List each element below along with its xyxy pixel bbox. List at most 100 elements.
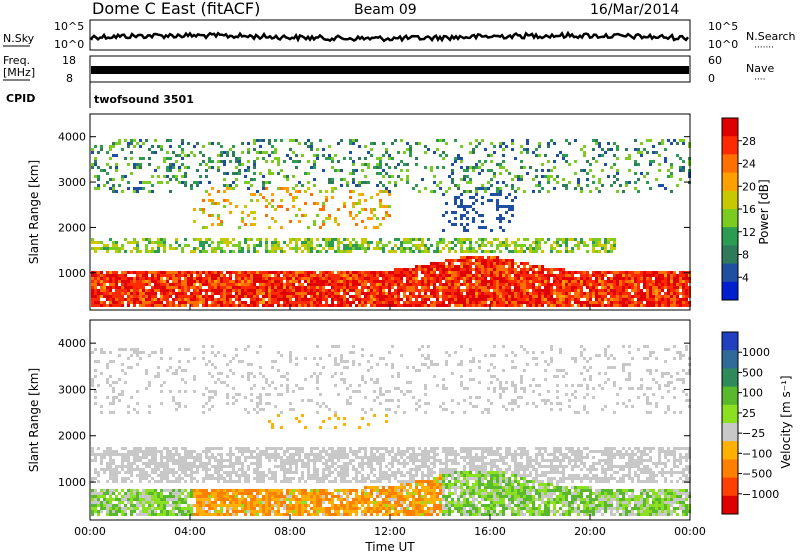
heatmap-cell: [505, 247, 508, 250]
heatmap-cell: [373, 208, 376, 211]
heatmap-cell: [208, 360, 211, 363]
heatmap-cell: [184, 369, 187, 372]
heatmap-cell: [91, 510, 94, 513]
heatmap-cell: [331, 289, 334, 292]
heatmap-cell: [118, 289, 121, 292]
heatmap-cell: [235, 292, 238, 295]
heatmap-cell: [145, 453, 148, 456]
heatmap-cell: [520, 151, 523, 154]
heatmap-cell: [289, 274, 292, 277]
heatmap-cell: [157, 492, 160, 495]
heatmap-cell: [637, 274, 640, 277]
heatmap-cell: [211, 295, 214, 298]
heatmap-cell: [511, 139, 514, 142]
heatmap-cell: [562, 286, 565, 289]
heatmap-cell: [613, 247, 616, 250]
heatmap-cell: [601, 301, 604, 304]
heatmap-cell: [121, 274, 124, 277]
heatmap-cell: [343, 247, 346, 250]
heatmap-cell: [478, 289, 481, 292]
heatmap-cell: [508, 301, 511, 304]
heatmap-cell: [517, 286, 520, 289]
heatmap-cell: [247, 474, 250, 477]
heatmap-cell: [382, 184, 385, 187]
heatmap-cell: [517, 280, 520, 283]
heatmap-cell: [241, 271, 244, 274]
heatmap-cell: [616, 283, 619, 286]
heatmap-cell: [142, 271, 145, 274]
heatmap-cell: [160, 459, 163, 462]
heatmap-cell: [340, 304, 343, 307]
heatmap-cell: [265, 244, 268, 247]
heatmap-cell: [190, 468, 193, 471]
heatmap-cell: [151, 175, 154, 178]
heatmap-cell: [226, 286, 229, 289]
heatmap-cell: [199, 501, 202, 504]
heatmap-cell: [145, 280, 148, 283]
heatmap-cell: [196, 169, 199, 172]
heatmap-cell: [670, 295, 673, 298]
heatmap-cell: [175, 504, 178, 507]
heatmap-cell: [205, 504, 208, 507]
heatmap-cell: [91, 378, 94, 381]
heatmap-cell: [106, 181, 109, 184]
heatmap-cell: [94, 145, 97, 148]
heatmap-cell: [340, 286, 343, 289]
heatmap-cell: [490, 262, 493, 265]
heatmap-cell: [679, 157, 682, 160]
heatmap-cell: [382, 298, 385, 301]
heatmap-cell: [91, 295, 94, 298]
heatmap-cell: [184, 489, 187, 492]
heatmap-cell: [136, 498, 139, 501]
heatmap-cell: [166, 283, 169, 286]
heatmap-cell: [328, 154, 331, 157]
heatmap-cell: [580, 304, 583, 307]
heatmap-cell: [631, 277, 634, 280]
heatmap-cell: [568, 292, 571, 295]
heatmap-cell: [616, 301, 619, 304]
heatmap-cell: [169, 274, 172, 277]
heatmap-cell: [307, 271, 310, 274]
heatmap-cell: [178, 277, 181, 280]
heatmap-cell: [133, 139, 136, 142]
heatmap-cell: [235, 304, 238, 307]
heatmap-cell: [526, 283, 529, 286]
heatmap-cell: [130, 271, 133, 274]
nave-tick-top: 60: [708, 54, 722, 67]
heatmap-cell: [490, 292, 493, 295]
heatmap-cell: [259, 301, 262, 304]
heatmap-cell: [139, 271, 142, 274]
heatmap-cell: [271, 280, 274, 283]
heatmap-cell: [424, 244, 427, 247]
heatmap-cell: [592, 241, 595, 244]
heatmap-cell: [562, 277, 565, 280]
heatmap-cell: [235, 498, 238, 501]
heatmap-cell: [160, 462, 163, 465]
heatmap-cell: [481, 271, 484, 274]
heatmap-cell: [307, 250, 310, 253]
heatmap-cell: [442, 292, 445, 295]
heatmap-cell: [127, 181, 130, 184]
heatmap-cell: [217, 154, 220, 157]
heatmap-cell: [370, 289, 373, 292]
heatmap-cell: [511, 178, 514, 181]
heatmap-cell: [184, 471, 187, 474]
heatmap-cell: [373, 166, 376, 169]
heatmap-cell: [412, 280, 415, 283]
heatmap-cell: [91, 504, 94, 507]
heatmap-cell: [631, 271, 634, 274]
heatmap-cell: [220, 151, 223, 154]
heatmap-cell: [118, 250, 121, 253]
heatmap-cell: [94, 295, 97, 298]
heatmap-cell: [451, 223, 454, 226]
heatmap-cell: [202, 513, 205, 516]
heatmap-cell: [361, 208, 364, 211]
heatmap-cell: [292, 277, 295, 280]
heatmap-cell: [136, 271, 139, 274]
heatmap-cell: [577, 178, 580, 181]
heatmap-cell: [292, 160, 295, 163]
heatmap-cell: [145, 498, 148, 501]
heatmap-cell: [475, 262, 478, 265]
heatmap-cell: [670, 142, 673, 145]
